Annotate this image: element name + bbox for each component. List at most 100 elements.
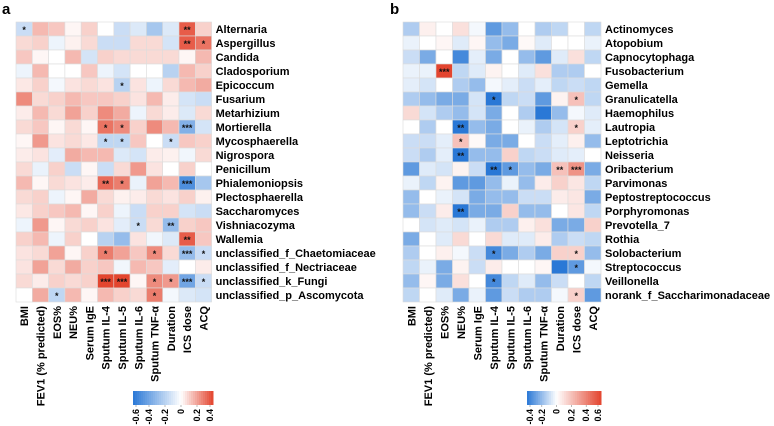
heatmap-cell <box>452 189 470 205</box>
heatmap-cell <box>551 77 569 93</box>
heatmap-panel-b: b**** *** ****** * ** ****** ****ActinomycesAt… <box>390 1 770 425</box>
column-label: ACQ <box>198 306 210 331</box>
heatmap-cell <box>551 119 569 135</box>
heatmap-cell <box>48 175 66 191</box>
colorbar-segment <box>177 391 180 405</box>
heatmap-cells: **** *** ****** * ** ****** **** <box>402 21 602 303</box>
heatmap-cell <box>452 217 470 233</box>
row-label: Aspergillus <box>216 38 276 50</box>
panel-label: a <box>2 1 11 18</box>
heatmap-cell <box>584 91 602 107</box>
heatmap-cell <box>452 175 470 191</box>
significance-mark: * <box>120 179 124 189</box>
heatmap-cell <box>485 21 503 37</box>
heatmap-cell <box>419 63 437 79</box>
row-label: Oribacterium <box>605 164 674 176</box>
heatmap-cell <box>567 35 585 51</box>
heatmap-cell <box>518 259 536 275</box>
heatmap-cell <box>80 245 98 261</box>
heatmap-cell <box>468 161 486 177</box>
significance-mark: *** <box>571 165 582 175</box>
colorbar: -0.4 -0.2 0 0.2 0.4 0.6 <box>525 391 603 425</box>
heatmap-cell <box>452 161 470 177</box>
colorbar-tick-label: 0.6 <box>593 409 603 422</box>
heatmap-cell <box>178 91 196 107</box>
heatmap-cell <box>534 105 552 121</box>
heatmap-cell <box>15 77 33 93</box>
colorbar-segment <box>573 391 576 405</box>
significance-mark: * <box>104 137 108 147</box>
heatmap-cell <box>48 245 66 261</box>
column-label: ICS dose <box>182 306 194 353</box>
heatmap-cell <box>64 35 82 51</box>
heatmap-cell <box>501 287 519 303</box>
heatmap-cell <box>162 203 180 219</box>
significance-mark: * <box>120 137 124 147</box>
colorbar-segment <box>165 391 168 405</box>
heatmap-cell <box>485 189 503 205</box>
heatmap-cell <box>435 35 453 51</box>
column-label: BMI <box>19 306 31 326</box>
heatmap-cell <box>468 35 486 51</box>
colorbar-segment <box>137 391 140 405</box>
heatmap-cell <box>468 287 486 303</box>
heatmap-cell <box>15 189 33 205</box>
colorbar-segment <box>161 391 164 405</box>
colorbar-segment <box>169 391 172 405</box>
colorbar-segment <box>571 391 574 405</box>
heatmap-cell <box>31 35 49 51</box>
row-label: Metarhizium <box>216 108 280 120</box>
heatmap-cell <box>468 21 486 37</box>
heatmap-cell <box>129 21 147 37</box>
heatmap-cell <box>113 147 131 163</box>
colorbar-tick-label: 0 <box>176 409 186 414</box>
colorbar-segment <box>139 391 142 405</box>
heatmap-cell <box>435 287 453 303</box>
colorbar-segment <box>578 391 582 405</box>
heatmap-cell <box>97 35 115 51</box>
significance-mark: * <box>55 291 59 301</box>
heatmap-cell <box>31 273 49 289</box>
heatmap-cell <box>501 147 519 163</box>
heatmap-cell <box>518 35 536 51</box>
colorbar-segment <box>552 391 556 405</box>
heatmap-cell <box>419 217 437 233</box>
heatmap-cell <box>485 77 503 93</box>
heatmap-cell <box>518 231 536 247</box>
heatmap-cell <box>195 63 212 79</box>
heatmap-cell <box>80 147 98 163</box>
heatmap-cell <box>419 245 437 261</box>
heatmap-cell <box>551 175 569 191</box>
heatmap-cell <box>80 49 98 65</box>
heatmap-cell <box>419 77 437 93</box>
heatmap-cell <box>435 175 453 191</box>
heatmap-cell <box>97 217 115 233</box>
heatmap-cell <box>113 287 131 303</box>
significance-mark: *** <box>117 277 128 287</box>
heatmap-cell <box>584 35 602 51</box>
row-label: Phialemoniopsis <box>216 178 303 190</box>
heatmap-cell <box>129 77 147 93</box>
colorbar-segment <box>595 391 598 405</box>
heatmap-cell <box>501 273 519 289</box>
heatmap-cell <box>195 91 212 107</box>
heatmap-cell <box>518 217 536 233</box>
heatmap-cell <box>419 259 437 275</box>
heatmap-cell <box>64 259 82 275</box>
colorbar-segment <box>189 391 192 405</box>
heatmap-cell <box>567 133 585 149</box>
heatmap-cell <box>452 287 470 303</box>
heatmap-cell <box>80 287 98 303</box>
heatmap-cell <box>31 133 49 149</box>
heatmap-cell <box>468 147 486 163</box>
heatmap-cell <box>64 133 82 149</box>
heatmap-cell <box>48 49 66 65</box>
colorbar-segment <box>580 391 583 405</box>
heatmap-cell <box>80 35 98 51</box>
heatmap-cell <box>178 63 196 79</box>
heatmap-cell <box>162 245 180 261</box>
row-label: unclassified_f_Chaetomiaceae <box>216 248 376 260</box>
heatmap-cell <box>97 287 115 303</box>
heatmap-cell <box>435 273 453 289</box>
